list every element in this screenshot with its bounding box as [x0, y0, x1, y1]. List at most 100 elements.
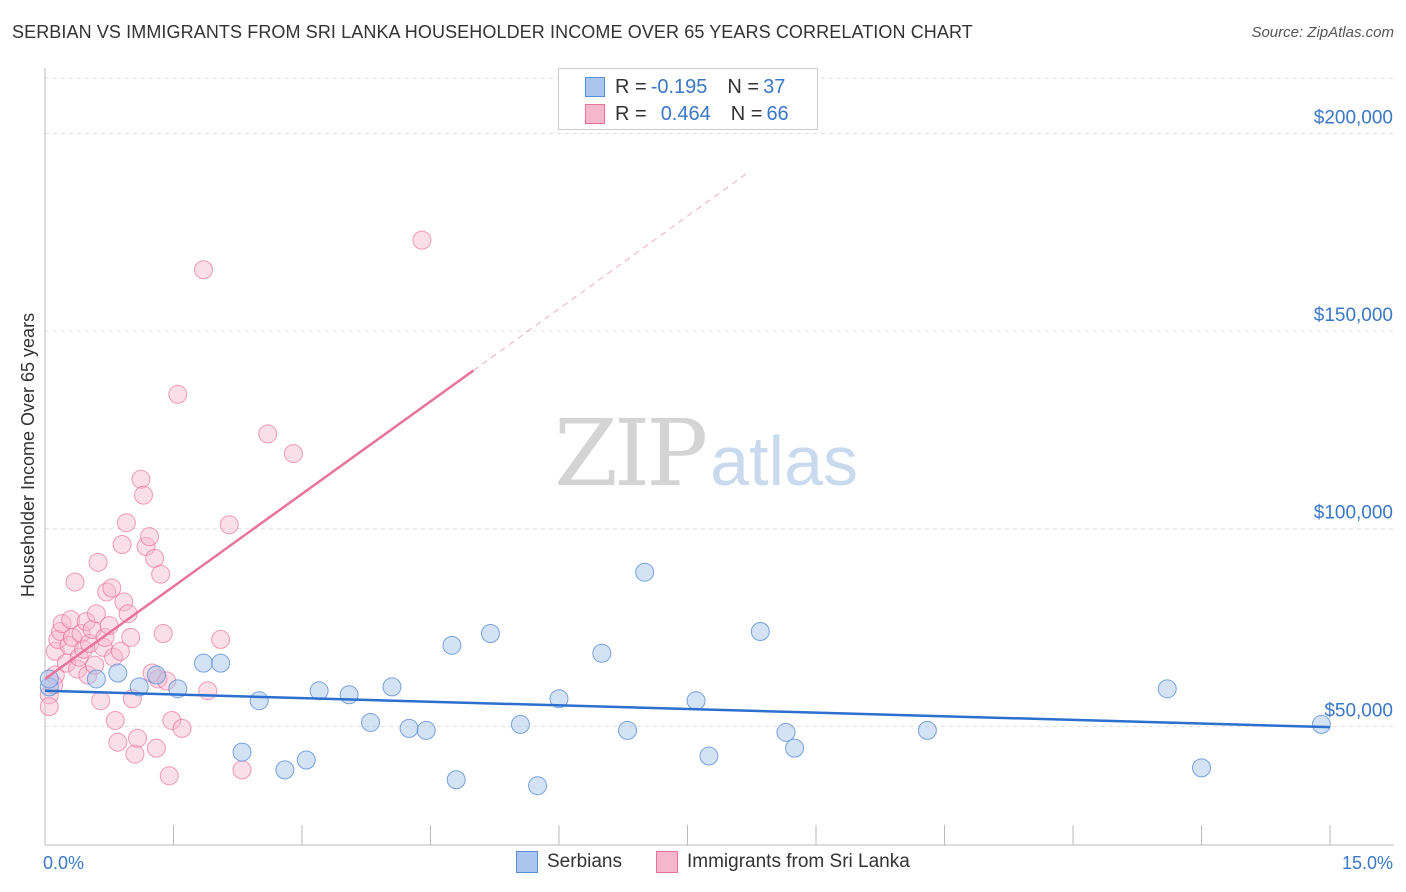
serbian-point: [275, 760, 295, 780]
serbians-r-value: -0.195: [650, 75, 708, 98]
serbians-trend-line: [44, 689, 1331, 729]
sri-lanka-point: [146, 738, 166, 758]
serbian-point: [232, 742, 252, 762]
gridlines: [45, 77, 1394, 727]
serbian-point: [750, 622, 770, 642]
y-tick-label: $100,000: [1314, 503, 1393, 524]
sri-lanka-point: [76, 612, 96, 632]
serbians-n-value: 37: [763, 75, 786, 98]
sri-lanka-point: [116, 513, 136, 533]
serbians-r-label: R =: [615, 75, 647, 98]
sri-lanka-point: [134, 485, 154, 505]
sri-lanka-point: [151, 564, 171, 584]
serbian-point: [416, 720, 436, 740]
x-tick-label: 15.0%: [1342, 853, 1393, 873]
sri-lanka-point: [140, 527, 160, 547]
axes: [44, 68, 1394, 846]
serbian-point: [549, 689, 569, 709]
chart-title: SERBIAN VS IMMIGRANTS FROM SRI LANKA HOU…: [12, 22, 973, 42]
serbian-point: [211, 653, 231, 673]
legend-serbians-label: Serbians: [547, 851, 622, 872]
serbian-point: [108, 663, 128, 683]
serbian-point: [785, 738, 805, 758]
serbian-point: [309, 681, 329, 701]
serbian-point: [686, 691, 706, 711]
sri-lanka-point: [168, 384, 188, 404]
serbian-point: [528, 776, 548, 796]
legend-item-serbians: Serbians: [516, 851, 622, 873]
serbian-point: [129, 677, 149, 697]
sri-lanka-point: [211, 629, 231, 649]
serbian-point: [39, 669, 59, 689]
sri-lanka-point: [88, 552, 108, 572]
x-tick-label: 0.0%: [43, 853, 84, 873]
sri-lanka-trend-extension: [473, 172, 748, 371]
y-axis-title: Householder Income Over 65 years: [18, 313, 38, 597]
serbian-point: [193, 653, 213, 673]
sri-lanka-point: [232, 760, 252, 780]
sri-lanka-point: [125, 744, 145, 764]
legend-sri-lanka-swatch: [656, 851, 678, 873]
serbian-point: [776, 722, 796, 742]
serbian-point: [249, 691, 269, 711]
trend-lines: [44, 172, 1331, 729]
serbian-point: [917, 720, 937, 740]
sri-lanka-point: [112, 535, 132, 555]
y-tick-label: $150,000: [1314, 305, 1393, 326]
serbian-point: [699, 746, 719, 766]
sri-lanka-point: [102, 578, 122, 598]
sri-lanka-point: [39, 697, 59, 717]
legend-item-sri-lanka: Immigrants from Sri Lanka: [656, 851, 910, 873]
y-tick-labels: $50,000 $100,000 $150,000 $200,000: [1314, 107, 1393, 721]
source-label: Source: ZipAtlas.com: [1251, 24, 1394, 41]
sri-lanka-point: [97, 582, 117, 602]
sri-lanka-point: [108, 732, 128, 752]
serbian-point: [1311, 714, 1331, 734]
sri-lanka-point: [131, 469, 151, 489]
serbian-point: [1157, 679, 1177, 699]
serbians-swatch: [585, 77, 605, 97]
serbian-point: [592, 643, 612, 663]
y-tick-label: $50,000: [1324, 700, 1393, 721]
x-tick-labels: 0.0% 15.0%: [43, 853, 1393, 873]
sri-lanka-point: [193, 260, 213, 280]
sri-lanka-trend-line: [44, 369, 475, 680]
serbian-point: [635, 562, 655, 582]
sri-lanka-point: [198, 681, 218, 701]
sri-lanka-point: [86, 604, 106, 624]
sri-lanka-point: [121, 627, 141, 647]
sri-lanka-r-value: 0.464: [660, 102, 711, 125]
serbian-point: [146, 665, 166, 685]
serbian-point: [1192, 758, 1211, 778]
sri-lanka-points: [39, 230, 432, 786]
sri-lanka-point: [153, 623, 173, 643]
stats-row-sri-lanka: R = 0.464 N = 66: [585, 101, 789, 127]
sri-lanka-point: [162, 710, 182, 730]
serbians-n-label: N =: [727, 75, 760, 98]
sri-lanka-point: [159, 766, 179, 786]
sri-lanka-point: [110, 641, 130, 661]
sri-lanka-point: [91, 691, 111, 711]
serbian-point: [361, 712, 381, 732]
sri-lanka-point: [145, 548, 165, 568]
serbian-points: [39, 562, 1331, 796]
sri-lanka-point: [258, 424, 278, 444]
serbian-point: [442, 635, 462, 655]
sri-lanka-point: [219, 515, 239, 535]
sri-lanka-point: [65, 572, 85, 592]
sri-lanka-r-label: R =: [615, 102, 647, 125]
y-tick-label: $200,000: [1314, 107, 1393, 128]
sri-lanka-n-value: 66: [766, 102, 789, 125]
sri-lanka-n-label: N =: [730, 102, 763, 125]
legend-serbians-swatch: [516, 851, 538, 873]
serbian-point: [382, 677, 402, 697]
sri-lanka-point: [48, 629, 68, 649]
sri-lanka-point: [172, 718, 192, 738]
serbian-point: [339, 685, 359, 705]
serbian-point: [399, 718, 419, 738]
serbian-point: [618, 720, 638, 740]
stats-legend: R = -0.195 N = 37 R = 0.464 N = 66: [558, 68, 818, 130]
sri-lanka-swatch: [585, 104, 605, 124]
serbian-point: [510, 714, 530, 734]
